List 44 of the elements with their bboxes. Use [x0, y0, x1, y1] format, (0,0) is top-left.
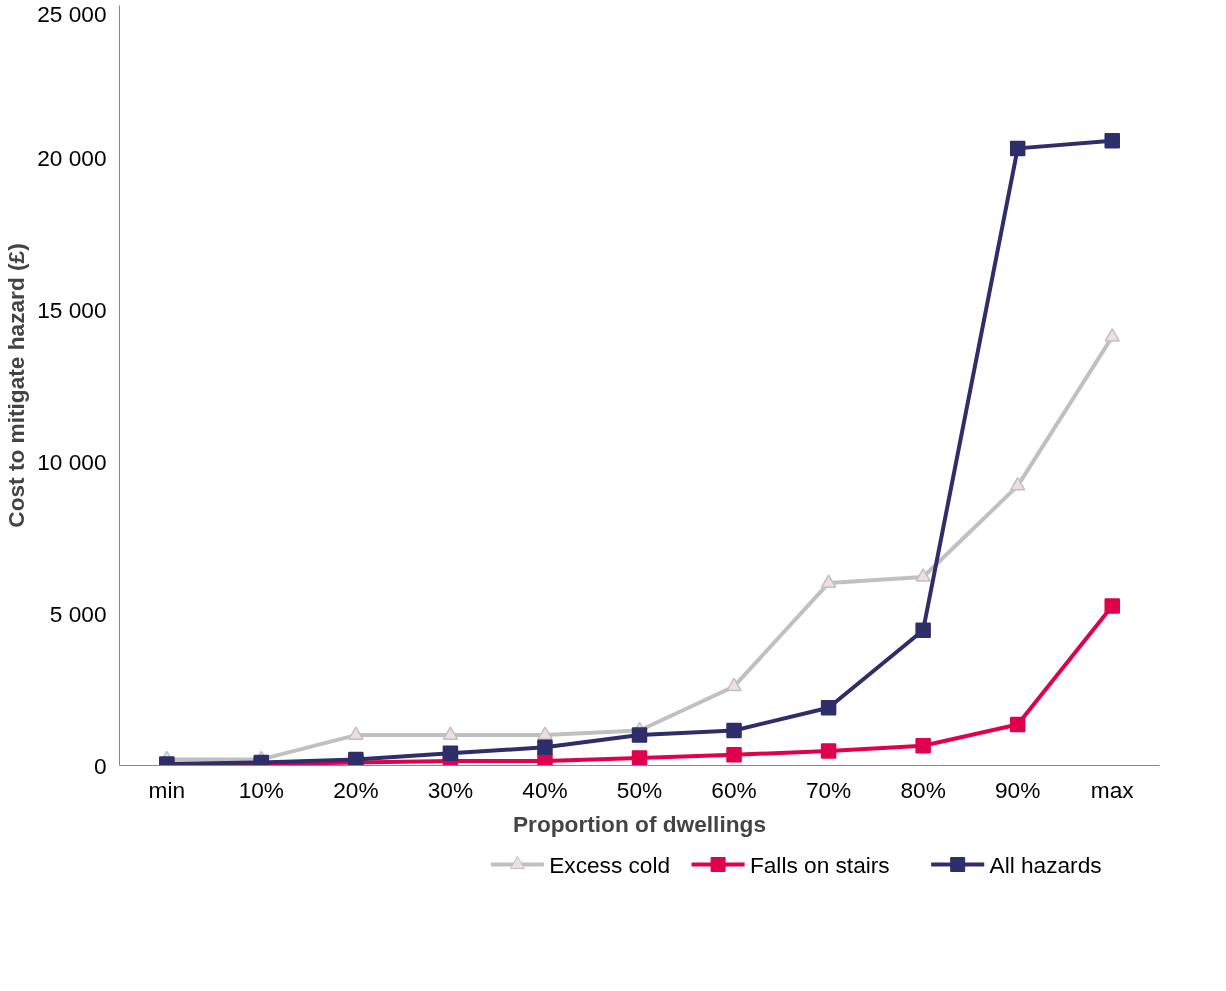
y-axis-title: Cost to mitigate hazard (£)	[3, 243, 30, 528]
point	[820, 699, 837, 716]
y-tick-label: 10 000	[37, 448, 107, 475]
point	[537, 726, 553, 740]
point	[915, 568, 931, 582]
point	[820, 574, 837, 588]
x-tick-label: 30%	[427, 776, 474, 803]
point	[726, 747, 742, 763]
point	[820, 743, 837, 759]
point	[631, 727, 648, 743]
point	[1009, 716, 1026, 733]
x-tick-label: 60%	[711, 776, 757, 803]
point	[442, 745, 459, 762]
x-tick-label: max	[1090, 776, 1135, 803]
x-tick-label: 40%	[522, 776, 568, 803]
y-tick-label: 20 000	[37, 144, 107, 171]
point	[348, 726, 364, 740]
point	[726, 722, 742, 739]
point	[726, 677, 742, 692]
x-tick-label: 20%	[333, 776, 379, 803]
point	[915, 737, 931, 754]
point	[1009, 476, 1026, 491]
x-tick-label: 90%	[995, 776, 1041, 803]
y-tick-label: 25 000	[37, 0, 107, 27]
y-tick-label: 0	[93, 752, 107, 779]
point	[1104, 328, 1120, 342]
point	[1009, 140, 1026, 157]
x-tick-label: 80%	[900, 776, 946, 803]
point	[1104, 133, 1120, 149]
point	[442, 726, 459, 740]
legend-label: All hazards	[989, 851, 1102, 878]
point	[631, 750, 648, 766]
legend-label: Excess cold	[549, 851, 671, 878]
y-tick-label: 15 000	[37, 296, 107, 323]
point	[1104, 598, 1120, 614]
point	[537, 739, 553, 756]
x-tick-label: min	[148, 776, 186, 803]
x-axis-title: Proportion of dwellings	[513, 810, 766, 837]
x-tick-label: 70%	[805, 776, 852, 803]
y-tick-label: 5 000	[49, 600, 107, 627]
legend-label: Falls on stairs	[749, 851, 890, 878]
point	[915, 622, 931, 638]
x-tick-label: 50%	[616, 776, 663, 803]
x-tick-label: 10%	[238, 776, 284, 803]
